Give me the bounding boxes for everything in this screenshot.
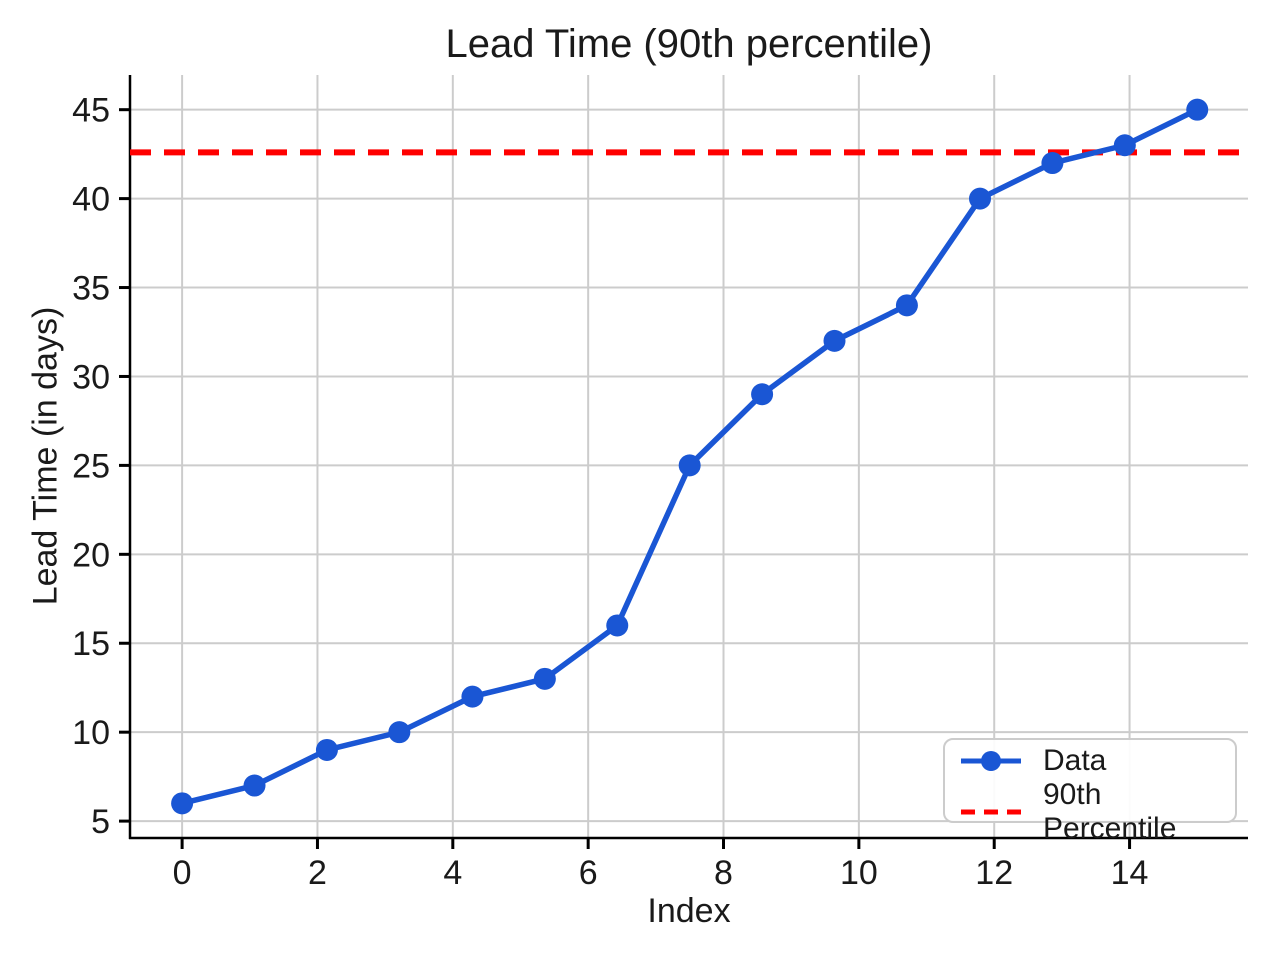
data-point-marker	[533, 667, 556, 690]
x-tick-label: 0	[173, 854, 192, 892]
legend-label-data: Data	[1043, 744, 1107, 777]
legend-marker-sample	[981, 751, 1001, 771]
data-point-marker	[243, 774, 266, 797]
data-point-marker	[1041, 152, 1064, 175]
y-tick-label: 45	[72, 92, 110, 130]
x-tick-label: 12	[975, 854, 1013, 892]
data-point-marker	[1186, 98, 1209, 121]
data-point-marker	[895, 294, 918, 317]
data-point-marker	[388, 721, 411, 744]
x-tick-label: 14	[1111, 854, 1149, 892]
data-point-marker	[678, 454, 701, 477]
data-point-marker	[461, 685, 484, 708]
x-tick-label: 10	[840, 854, 878, 892]
data-point-marker	[606, 614, 629, 637]
data-point-marker	[1113, 134, 1136, 157]
y-tick-label: 40	[72, 181, 110, 219]
data-point-marker	[751, 383, 774, 406]
legend: Data 90th Percentile	[943, 738, 1237, 845]
percentile-swatch-icon	[961, 809, 1021, 815]
data-point-marker	[171, 792, 194, 815]
y-tick-label: 20	[72, 536, 110, 574]
x-tick-label: 2	[308, 854, 327, 892]
x-tick-label: 6	[579, 854, 598, 892]
legend-item-data: Data	[959, 744, 1221, 778]
y-axis-label: Lead Time (in days)	[26, 306, 65, 606]
y-tick-label: 35	[72, 270, 110, 308]
x-tick-label: 4	[443, 854, 462, 892]
data-point-marker	[823, 329, 846, 352]
y-tick-label: 15	[72, 625, 110, 663]
y-tick-label: 5	[91, 803, 110, 841]
chart-title: Lead Time (90th percentile)	[445, 22, 933, 66]
x-axis-label: Index	[647, 892, 731, 930]
data-series-swatch-icon	[961, 751, 1021, 771]
y-tick-label: 10	[72, 714, 110, 752]
y-tick-label: 25	[72, 447, 110, 485]
x-tick-label: 8	[714, 854, 733, 892]
data-point-marker	[969, 187, 992, 210]
data-point-marker	[315, 738, 338, 761]
legend-item-percentile: 90th Percentile	[959, 778, 1221, 846]
legend-label-percentile: 90th Percentile	[1043, 778, 1177, 845]
y-tick-label: 30	[72, 358, 110, 396]
